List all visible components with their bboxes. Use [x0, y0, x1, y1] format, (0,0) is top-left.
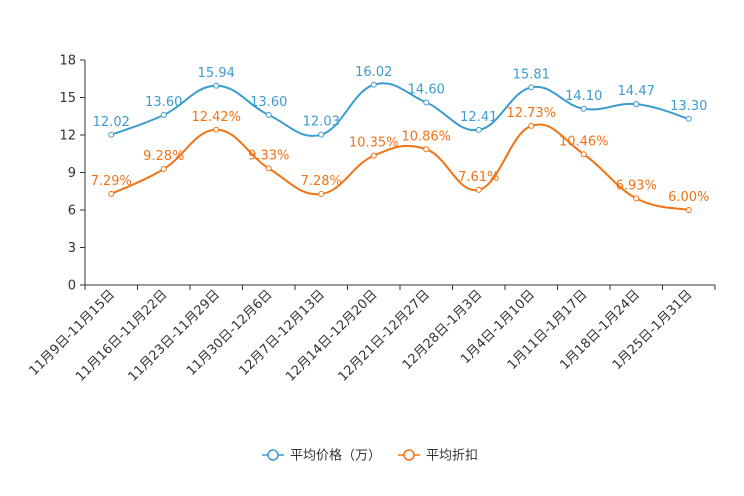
data-label: 9.28% — [143, 149, 184, 164]
data-point — [423, 146, 430, 153]
data-label: 12.42% — [191, 110, 241, 125]
data-point — [528, 84, 535, 91]
legend-item-avg-discount: 平均折扣 — [398, 449, 478, 464]
data-point — [108, 190, 115, 197]
y-tick-label: 3 — [68, 241, 76, 256]
y-tick-label: 15 — [59, 91, 76, 106]
data-point — [160, 112, 167, 118]
data-label: 12.03 — [303, 115, 340, 130]
data-point — [633, 195, 640, 202]
data-label: 10.46% — [559, 134, 609, 149]
data-label: 12.73% — [506, 106, 556, 121]
y-tick-label: 12 — [59, 129, 76, 144]
series-avg-discount: 7.29% 9.28% 12.42% 9.33% 7.28% 10.35% 10.86% 7.… — [91, 106, 709, 213]
data-label: 7.61% — [458, 170, 499, 185]
data-label: 13.60 — [250, 95, 287, 110]
x-axis: 11月9日-11月15日11月16日-11月22日11月23日-11月29日11… — [26, 284, 716, 385]
data-label: 14.10 — [565, 89, 602, 104]
data-point — [213, 82, 220, 89]
data-point — [160, 166, 167, 172]
legend-label: 平均价格（万） — [290, 448, 381, 464]
data-point — [423, 99, 430, 106]
y-axis: 0 3 6 9 12 15 18 — [59, 54, 86, 294]
data-label: 14.60 — [408, 83, 445, 98]
data-point — [108, 131, 115, 138]
data-label: 15.81 — [513, 67, 550, 82]
data-label: 16.02 — [355, 65, 392, 80]
data-point — [685, 115, 692, 122]
data-point — [370, 81, 377, 88]
x-tick-label: 11月9日-11月15日 — [26, 287, 118, 379]
data-point — [475, 126, 482, 133]
data-label: 7.28% — [301, 174, 342, 189]
legend: 平均价格（万） 平均折扣 — [262, 448, 478, 464]
legend-item-avg-price: 平均价格（万） — [262, 448, 381, 464]
y-tick-label: 0 — [68, 279, 76, 294]
legend-label: 平均折扣 — [426, 449, 478, 464]
data-point — [633, 101, 640, 108]
x-tick-label: 12月21日-12月27日 — [336, 287, 433, 384]
legend-marker — [403, 449, 415, 461]
data-label: 15.94 — [198, 66, 235, 81]
y-tick-label: 6 — [68, 204, 76, 219]
data-point — [265, 112, 272, 118]
data-point — [580, 105, 587, 112]
data-point — [318, 191, 325, 197]
data-label: 13.30 — [670, 99, 707, 114]
data-label: 10.86% — [401, 129, 451, 144]
data-label: 12.41 — [460, 110, 497, 125]
data-point — [318, 131, 325, 138]
y-tick-label: 9 — [68, 166, 76, 181]
legend-marker — [267, 449, 279, 461]
series-layer: 12.02 13.60 15.94 13.60 12.03 16.02 14.60 12.41… — [91, 65, 709, 213]
data-label: 9.33% — [248, 148, 289, 163]
series-avg-price: 12.02 13.60 15.94 13.60 12.03 16.02 14.60 12.41… — [93, 65, 707, 138]
data-point — [475, 186, 482, 193]
data-point — [213, 126, 220, 133]
data-point — [528, 122, 535, 129]
data-label: 13.60 — [145, 95, 182, 110]
data-label: 7.29% — [91, 174, 132, 189]
data-label: 6.00% — [668, 190, 709, 205]
data-point — [580, 151, 587, 158]
data-label: 10.35% — [349, 136, 399, 151]
x-tick-label: 11月23日-11月29日 — [126, 287, 223, 384]
x-tick-label: 11月16日-11月22日 — [73, 287, 170, 384]
data-label: 14.47 — [618, 84, 655, 99]
data-label: 6.93% — [616, 178, 657, 193]
data-point — [685, 207, 692, 213]
data-point — [370, 152, 377, 159]
data-label: 12.02 — [93, 115, 130, 130]
y-tick-label: 18 — [59, 54, 76, 69]
data-point — [265, 165, 272, 172]
x-tick-label: 12月14日-12月20日 — [283, 287, 380, 384]
